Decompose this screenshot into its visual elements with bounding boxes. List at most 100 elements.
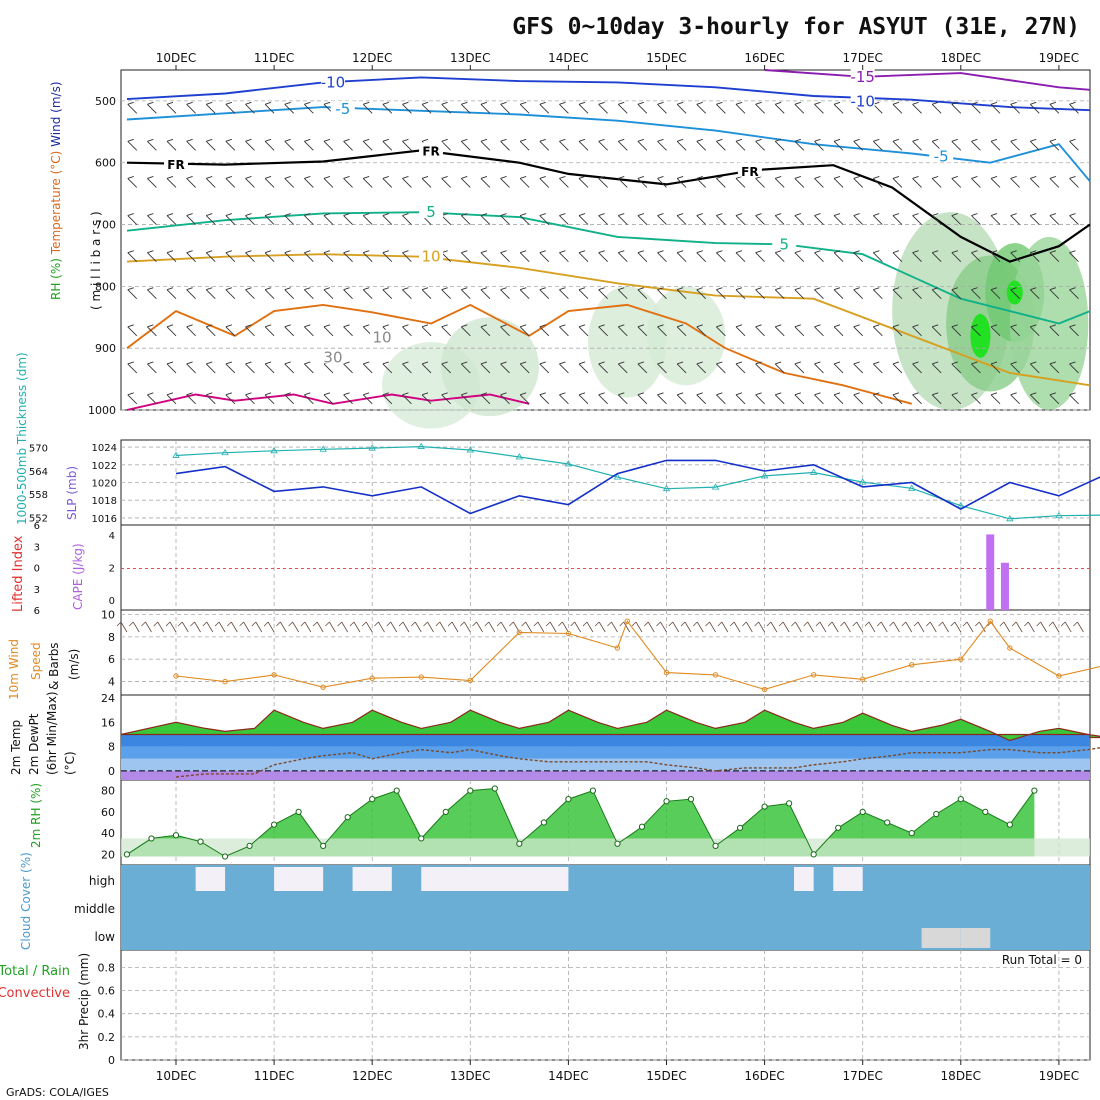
wind-barb <box>460 176 471 188</box>
wind-barb <box>755 250 765 262</box>
rh-point <box>148 835 155 842</box>
thickness-point <box>858 478 867 485</box>
wind-barb <box>1049 392 1060 405</box>
wind-barb <box>912 138 922 151</box>
wind-barb <box>480 361 491 374</box>
wind-barb <box>480 213 491 225</box>
wind-tick-label: 6 <box>108 653 115 666</box>
surface-wind-barb <box>128 621 140 633</box>
wind-barb <box>245 287 255 300</box>
pressure-tick-label: 900 <box>95 342 116 355</box>
grads-credit: GrADS: COLA/IGES <box>6 1086 109 1099</box>
rh-point <box>663 798 670 805</box>
wind-barb <box>343 176 353 188</box>
wind-barb <box>833 101 844 114</box>
wind-barb <box>559 361 569 374</box>
surface-wind-barb <box>165 621 177 633</box>
wind-barb <box>539 324 550 337</box>
wind-barb <box>971 361 981 374</box>
temperature-tick-label: 16 <box>101 716 115 729</box>
surface-wind-barb <box>288 621 299 633</box>
surface-wind-barb <box>386 621 398 633</box>
temperature-tick-label: 0 <box>108 765 115 778</box>
wind-barb <box>147 138 157 151</box>
precip-total-label: Total / Rain <box>0 964 70 979</box>
rh-shading <box>440 317 539 417</box>
wind-barb <box>441 101 451 114</box>
wind-barb <box>225 101 236 114</box>
date-label-top: 11DEC <box>254 51 294 65</box>
wind-barb <box>833 138 844 151</box>
wind-barb <box>873 250 883 262</box>
wind-barb <box>166 250 177 262</box>
temperature-ylabel-part: 2m DewPt <box>27 713 41 775</box>
wind-barb <box>833 213 844 225</box>
temperature-ylabel-part: 2m Temp <box>9 720 23 775</box>
rh-line <box>126 787 1035 858</box>
wind-barb <box>127 324 138 337</box>
wind-barb <box>284 392 295 405</box>
rh-shading <box>588 286 667 398</box>
thickness-point <box>564 460 573 467</box>
surface-wind-barb <box>521 621 532 633</box>
rh-point <box>933 810 940 818</box>
cape-tick-label: 0 <box>109 596 115 607</box>
wind-barb <box>205 250 216 262</box>
wind-barb <box>362 392 373 405</box>
temperature-band <box>121 734 1090 747</box>
precip-tick-label: 0.4 <box>98 1008 116 1021</box>
wind-barb <box>794 213 805 225</box>
wind-barb <box>696 176 707 188</box>
wind-barb <box>716 392 726 405</box>
wind-barb <box>1069 250 1079 262</box>
surface-wind-barb <box>202 621 214 633</box>
surface-wind-barb <box>558 621 569 633</box>
thickness-point <box>319 445 327 452</box>
wind-barb <box>147 250 157 262</box>
temperature-ylabel-part: (6hr Min/Max) <box>45 692 59 776</box>
surface-wind-barb <box>852 621 864 633</box>
temperature-ylabel-part: (°C) <box>63 751 77 775</box>
precip-tick-label: 0.8 <box>98 961 116 974</box>
temperature-2m-panel: 0 8 16 24 2m Temp 2m DewPt (6hr Min/Max) (°C) <box>9 692 1100 780</box>
isotherm-label: -10 <box>321 73 346 91</box>
wind10m-ylabel: 10m Wind <box>7 639 21 700</box>
wind-barb <box>637 361 648 374</box>
wind-barb <box>873 324 883 337</box>
isotherm-line <box>126 253 1091 387</box>
wind-barb <box>1069 213 1079 225</box>
wind-barb <box>637 324 648 337</box>
wind-barb <box>245 324 255 337</box>
wind-barb <box>676 176 687 188</box>
wind-barb <box>441 287 451 300</box>
wind-barb <box>578 287 589 300</box>
wind-barb <box>147 392 157 405</box>
surface-wind-barb <box>631 621 643 633</box>
wind-barb <box>814 324 824 337</box>
wind-barb <box>559 392 569 405</box>
wind10m-ylabel-barbs: & Barbs <box>47 642 61 690</box>
wind-barb <box>1010 213 1020 225</box>
surface-wind-barb <box>643 621 655 633</box>
wind-speed-point <box>222 678 228 685</box>
wind-barb <box>617 287 628 300</box>
wind-barb <box>1029 176 1040 188</box>
surface-wind-barb <box>361 621 373 633</box>
surface-wind-barb <box>276 621 287 633</box>
rh-point <box>197 838 204 845</box>
date-label-bottom: 19DEC <box>1039 1069 1079 1083</box>
wind-barb <box>304 176 314 188</box>
precip-convective-label: Convective <box>0 986 70 1001</box>
surface-wind-barb <box>496 621 508 633</box>
rh-point <box>908 830 915 837</box>
wind-barb <box>382 138 393 151</box>
wind-barb <box>814 101 824 114</box>
wind-barb <box>716 101 726 114</box>
wind-barb <box>990 361 1001 374</box>
thickness-point <box>1006 515 1014 522</box>
surface-wind-barb <box>864 621 876 633</box>
thickness-point <box>270 447 278 454</box>
surface-wind-barb <box>656 621 667 633</box>
isotherm-label-bg <box>370 329 395 344</box>
wind-barb <box>833 324 844 337</box>
